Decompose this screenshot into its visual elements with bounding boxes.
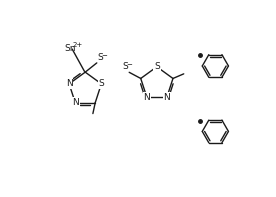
- Text: Sn: Sn: [65, 44, 76, 53]
- Text: N: N: [163, 93, 170, 102]
- Text: S: S: [97, 53, 103, 62]
- Text: N: N: [72, 98, 79, 107]
- Text: −: −: [101, 53, 107, 59]
- Text: N: N: [144, 93, 150, 102]
- Text: S: S: [154, 62, 160, 71]
- Text: S: S: [99, 79, 104, 88]
- Text: N: N: [66, 79, 73, 88]
- Text: S: S: [122, 62, 128, 71]
- Text: 2+: 2+: [73, 42, 83, 48]
- Text: −: −: [126, 62, 132, 68]
